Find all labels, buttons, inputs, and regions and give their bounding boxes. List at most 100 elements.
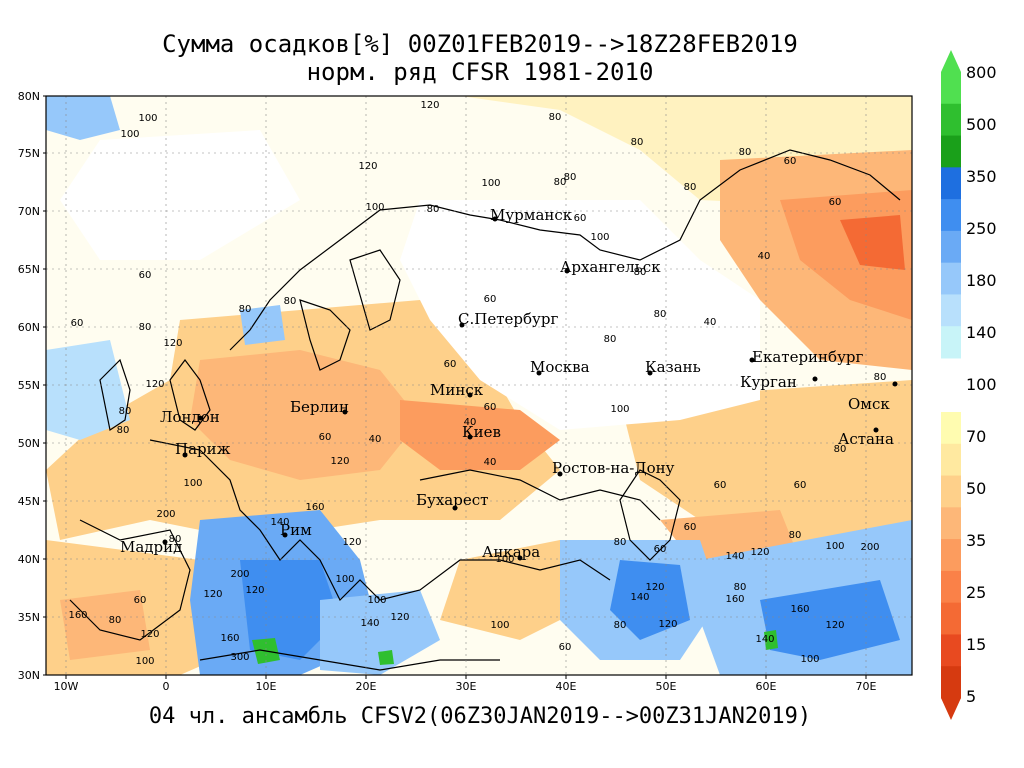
contour-label: 80: [604, 334, 617, 345]
contour-label: 140: [630, 592, 649, 603]
contour-label: 120: [245, 585, 264, 596]
legend-swatch: [941, 199, 961, 232]
contour-label: 160: [68, 610, 87, 621]
legend-swatch: [941, 507, 961, 540]
contour-label: 60: [139, 270, 152, 281]
city-label: Рим: [280, 521, 312, 539]
city-marker: [182, 452, 188, 458]
contour-label: 140: [270, 517, 289, 528]
city-label: Астана: [838, 430, 894, 448]
contour-label: 80: [631, 137, 644, 148]
contour-label: 100: [183, 478, 202, 489]
contour-label: 80: [684, 182, 697, 193]
contour-label: 40: [758, 251, 771, 262]
city-marker: [892, 381, 898, 387]
legend-label: 250: [966, 219, 997, 238]
legend-swatch: [941, 72, 961, 105]
contour-label: 100: [490, 620, 509, 631]
city-label: Анкара: [482, 543, 540, 561]
city-marker: [452, 505, 458, 511]
contour-label: 120: [825, 620, 844, 631]
legend-label: 100: [966, 375, 997, 394]
lat-label: 55N: [18, 379, 40, 392]
contour-label: 80: [564, 172, 577, 183]
contour-label: 60: [714, 480, 727, 491]
contour-label: 200: [860, 542, 879, 553]
contour-label: 300: [230, 652, 249, 663]
lon-label: 0: [163, 680, 170, 693]
lat-label: 65N: [18, 263, 40, 276]
latitude-labels: 80N 75N 70N 65N 60N 55N 50N 45N 40N 35N 30N: [18, 90, 46, 682]
city-labels: Мурманск Архангельск С.Петербург Москва Каза…: [120, 206, 898, 561]
contour-label: 60: [794, 480, 807, 491]
contour-label: 80: [789, 530, 802, 541]
lat-label: 70N: [18, 205, 40, 218]
city-marker: [536, 370, 542, 376]
contour-label: 100: [138, 113, 157, 124]
contour-label: 60: [444, 359, 457, 370]
contour-label: 80: [554, 177, 567, 188]
contour-label: 80: [139, 322, 152, 333]
map-title-line2: норм. ряд CFSR 1981-2010: [306, 58, 654, 86]
contour-label: 200: [156, 509, 175, 520]
contour-label: 60: [319, 432, 332, 443]
legend-swatch: [941, 634, 961, 667]
legend-swatch: [941, 326, 961, 359]
contour-label: 160: [725, 594, 744, 605]
lat-label: 50N: [18, 437, 40, 450]
contour-label: 80: [169, 534, 182, 545]
legend-label: 50: [966, 479, 986, 498]
color-legend: 800 500 350 250 180 140 100 70 50 35 25 15 5: [941, 50, 997, 720]
city-marker: [517, 555, 523, 561]
lat-label: 75N: [18, 147, 40, 160]
city-label: Москва: [530, 358, 590, 376]
contour-label: 100: [120, 129, 139, 140]
city-label: Курган: [740, 373, 797, 391]
legend-swatch: [941, 262, 961, 295]
legend-label: 180: [966, 271, 997, 290]
legend-swatch: [941, 539, 961, 572]
legend-label: 15: [966, 635, 986, 654]
city-marker: [467, 434, 473, 440]
contour-label: 200: [230, 569, 249, 580]
lon-label: 10W: [54, 680, 79, 693]
contour-label: 100: [495, 554, 514, 565]
contour-label: 60: [559, 642, 572, 653]
contour-label: 160: [790, 604, 809, 615]
contour-label: 160: [305, 502, 324, 513]
legend-label: 70: [966, 427, 986, 446]
city-marker: [459, 322, 465, 328]
contour-label: 80: [834, 444, 847, 455]
legend-swatch: [941, 570, 961, 604]
contour-label: 80: [739, 147, 752, 158]
contour-label: 40: [464, 417, 477, 428]
city-marker: [749, 357, 755, 363]
ensemble-subtitle: 04 чл. ансамбль CFSV2(06Z30JAN2019-->00Z…: [148, 704, 812, 729]
lon-label: 50E: [656, 680, 677, 693]
contour-label: 100: [825, 541, 844, 552]
contour-label: 120: [163, 338, 182, 349]
contour-label: 80: [734, 582, 747, 593]
city-marker: [564, 268, 570, 274]
lat-label: 35N: [18, 611, 40, 624]
lon-label: 70E: [856, 680, 877, 693]
city-label: Казань: [645, 358, 701, 376]
contour-label: 80: [549, 112, 562, 123]
contour-label: 60: [484, 294, 497, 305]
city-label: Екатеринбург: [752, 348, 863, 366]
contour-label: 120: [390, 612, 409, 623]
legend-label: 35: [966, 531, 986, 550]
contour-label: 40: [484, 457, 497, 468]
lat-label: 45N: [18, 495, 40, 508]
contour-label: 100: [135, 656, 154, 667]
legend-label: 800: [966, 63, 997, 82]
legend-swatch: [941, 443, 961, 477]
city-label: Бухарест: [416, 491, 488, 509]
legend-label: 140: [966, 323, 997, 342]
legend-swatch: [941, 666, 961, 699]
contour-label: 120: [645, 582, 664, 593]
contour-label: 40: [704, 317, 717, 328]
